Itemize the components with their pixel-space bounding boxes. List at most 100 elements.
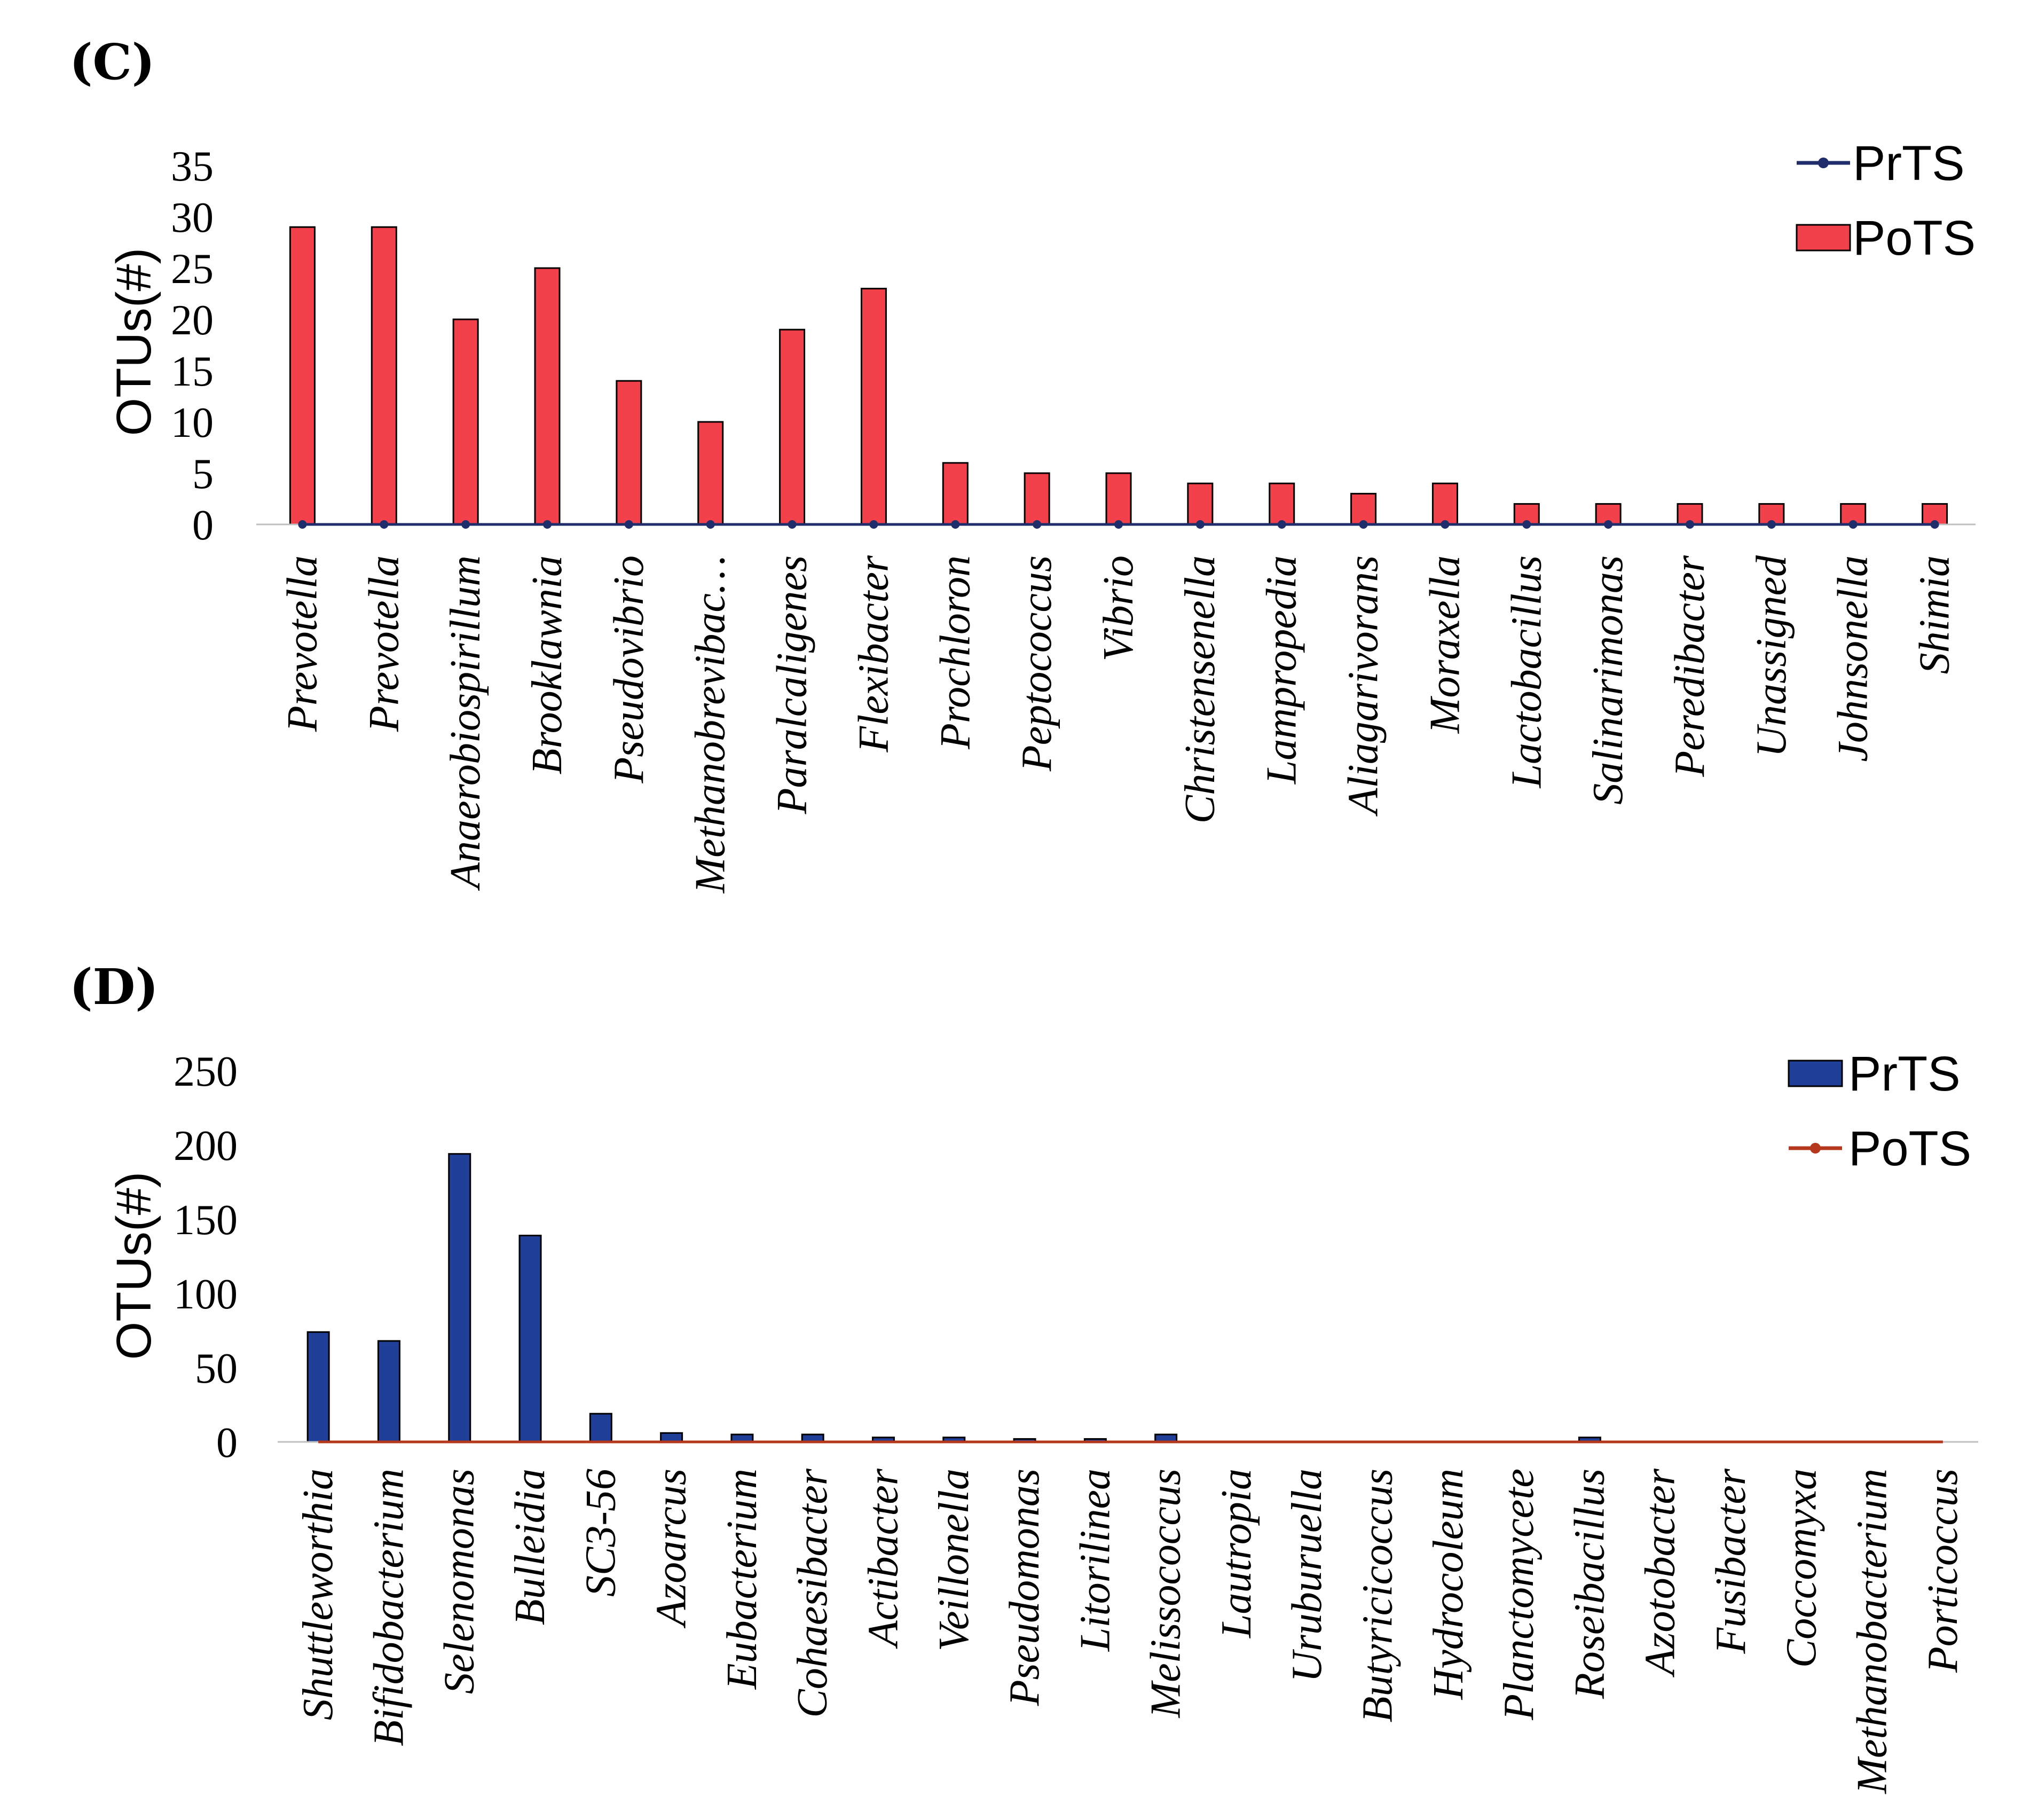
category-label: Salinarimonas xyxy=(1585,555,1632,805)
legend-label: PoTS xyxy=(1848,1121,1971,1176)
line-marker xyxy=(543,520,552,529)
line-marker xyxy=(1848,520,1858,529)
bar xyxy=(371,226,397,525)
line-marker xyxy=(1114,520,1123,529)
category-labels-d: Shuttleworthia Bifidobacterium Selenomonas… xyxy=(295,1468,1966,1794)
legend-swatch-bar xyxy=(1796,224,1851,252)
category-label: Vibrio xyxy=(1095,555,1142,662)
category-label: Pseudomonas xyxy=(1001,1469,1048,1706)
bar xyxy=(1269,482,1295,525)
line-marker xyxy=(788,520,797,529)
bar xyxy=(448,1153,471,1443)
line-marker xyxy=(1195,520,1205,529)
y-tick-label: 10 xyxy=(171,399,214,446)
baseline-c xyxy=(256,520,1976,529)
legend-marker xyxy=(1818,158,1829,168)
category-label: Planctomycete xyxy=(1496,1469,1543,1721)
category-label: Prochloron xyxy=(932,555,979,750)
category-labels-c: Prevotella Prevotella Anaerobiospirillum Br… xyxy=(279,555,1958,893)
bar xyxy=(1187,482,1214,525)
line-marker xyxy=(1930,520,1939,529)
category-label: Azoarcus xyxy=(648,1469,695,1629)
y-tick-label: 15 xyxy=(171,348,214,395)
category-label: Litorilinea xyxy=(1072,1469,1119,1652)
category-label: Roseibacillus xyxy=(1566,1469,1613,1699)
category-label: Uruburuella xyxy=(1284,1469,1331,1682)
line-marker xyxy=(1033,520,1042,529)
category-label: Brooklawnia xyxy=(524,555,571,774)
category-label: Cohaesibacter xyxy=(789,1468,836,1717)
category-label: Methanobrevibac… xyxy=(687,555,734,893)
line-marker xyxy=(461,520,470,529)
legend-label: PrTS xyxy=(1848,1047,1961,1101)
category-label: Azotobacter xyxy=(1637,1468,1684,1677)
category-label: Shuttleworthia xyxy=(295,1469,342,1720)
y-axis-label-d: OTUs(#) xyxy=(107,1172,161,1360)
line-marker xyxy=(624,520,633,529)
category-label: Lactobacillus xyxy=(1503,555,1550,789)
panel-label-d: (D) xyxy=(69,958,159,1016)
category-label: Fusibacter xyxy=(1708,1468,1754,1654)
line-marker xyxy=(706,520,715,529)
category-label: Peptococcus xyxy=(1013,555,1060,772)
category-label: Prevotella xyxy=(360,555,407,732)
line-marker xyxy=(380,520,389,529)
category-label: Peredibacter xyxy=(1666,555,1713,778)
panel-label-c: (C) xyxy=(69,33,155,91)
y-ticks-d: 0 50 100 150 200 250 xyxy=(174,1048,238,1466)
y-tick-label: 35 xyxy=(171,143,214,190)
y-tick-label: 250 xyxy=(174,1048,238,1095)
category-label: Butyricicoccus xyxy=(1355,1469,1402,1722)
y-tick-label: 100 xyxy=(174,1271,238,1318)
bar xyxy=(1350,492,1377,525)
y-tick-label: 30 xyxy=(171,194,214,241)
category-label: Hydrocoleum xyxy=(1425,1469,1472,1700)
chart-d: (D) OTUs(#) 0 50 100 150 200 250 Shuttleworth… xyxy=(69,958,1978,1794)
category-label: SC3-56 xyxy=(577,1469,624,1597)
category-label: Paralcaligenes xyxy=(769,555,816,814)
bar xyxy=(289,226,316,525)
category-label: Lampropedia xyxy=(1258,555,1305,785)
bar xyxy=(518,1235,542,1443)
bar xyxy=(616,380,642,525)
category-label: Porticoccus xyxy=(1919,1469,1966,1673)
y-tick-label: 20 xyxy=(171,297,214,344)
bar xyxy=(697,421,724,525)
y-tick-label: 0 xyxy=(192,502,214,549)
bar xyxy=(452,318,479,525)
y-tick-label: 200 xyxy=(174,1123,238,1170)
bar xyxy=(860,287,887,525)
line-marker xyxy=(1686,520,1694,529)
line-marker xyxy=(1767,520,1776,529)
category-label: Moraxella xyxy=(1421,555,1468,734)
bar xyxy=(377,1340,400,1443)
category-label: Selenomonas xyxy=(436,1469,483,1694)
category-label: Christensenella xyxy=(1177,555,1224,823)
line-marker xyxy=(1441,520,1450,529)
y-tick-label: 150 xyxy=(174,1197,238,1244)
bars-c xyxy=(289,226,1948,525)
line-marker xyxy=(869,520,878,529)
category-label: Coccomyxa xyxy=(1778,1469,1825,1668)
category-label: Anaerobiospirillum xyxy=(442,555,489,891)
bar xyxy=(589,1413,612,1443)
category-label: Bifidobacterium xyxy=(365,1469,412,1746)
legend-marker xyxy=(1810,1143,1821,1154)
category-label: Unassigned xyxy=(1748,555,1795,757)
bar xyxy=(660,1432,683,1443)
category-label: Aliagarivorans xyxy=(1340,555,1387,817)
line-marker xyxy=(1359,520,1368,529)
bar xyxy=(1105,472,1132,525)
category-label: Prevotella xyxy=(279,555,326,732)
bars-d xyxy=(306,1153,1601,1443)
category-label: Bulleidia xyxy=(507,1469,554,1625)
category-label: Methanobacterium xyxy=(1849,1469,1896,1794)
category-label: Pseudovibrio xyxy=(605,555,652,784)
y-axis-label-c: OTUs(#) xyxy=(107,248,161,436)
category-label: Shimia xyxy=(1911,555,1958,674)
line-marker xyxy=(298,520,307,529)
legend-label: PoTS xyxy=(1853,211,1976,265)
